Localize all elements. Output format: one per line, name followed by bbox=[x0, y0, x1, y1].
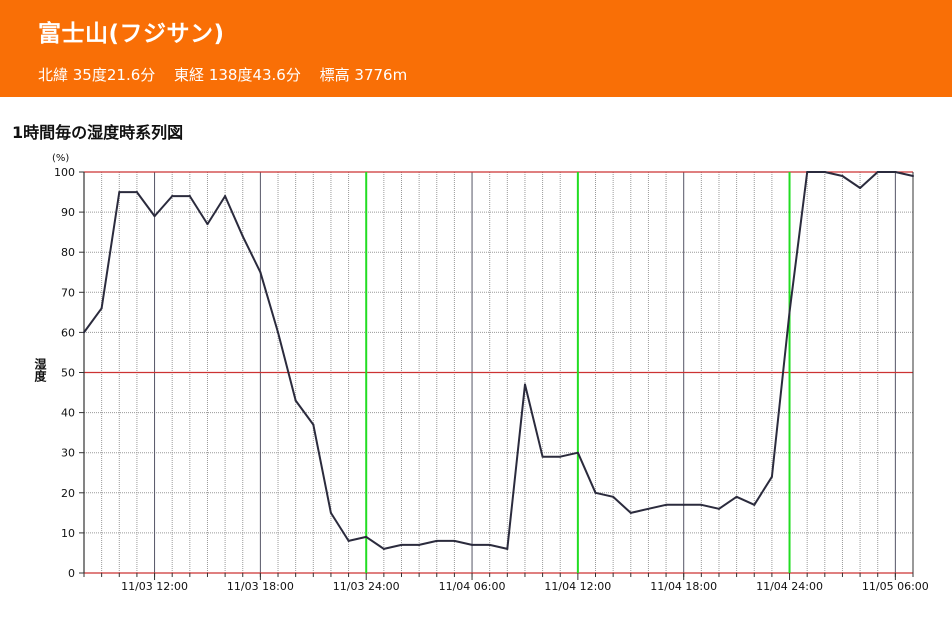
data-point bbox=[206, 223, 209, 226]
data-point bbox=[188, 195, 191, 198]
data-point bbox=[576, 451, 579, 454]
y-tick-label: 20 bbox=[61, 487, 75, 500]
y-tick-label: 90 bbox=[61, 206, 75, 219]
y-tick-label: 100 bbox=[54, 166, 75, 179]
data-point bbox=[241, 235, 244, 238]
x-tick-label: 11/04 12:00 bbox=[544, 580, 611, 593]
data-point bbox=[347, 539, 350, 542]
data-point bbox=[171, 195, 174, 198]
data-point bbox=[118, 191, 121, 194]
station-header: 富士山(フジサン) 北緯 35度21.6分 東経 138度43.6分 標高 37… bbox=[0, 0, 952, 97]
data-point bbox=[400, 543, 403, 546]
data-point bbox=[277, 331, 280, 334]
y-tick-label: 60 bbox=[61, 326, 75, 339]
y-axis-unit: (%) bbox=[52, 153, 69, 164]
x-tick-label: 11/05 06:00 bbox=[862, 580, 929, 593]
data-point bbox=[312, 423, 315, 426]
data-point bbox=[135, 191, 138, 194]
data-point bbox=[788, 311, 791, 314]
data-point bbox=[912, 175, 914, 178]
data-point bbox=[100, 307, 103, 310]
data-point bbox=[894, 171, 897, 173]
data-point bbox=[329, 511, 332, 514]
data-point bbox=[770, 475, 773, 478]
data-point bbox=[153, 215, 156, 218]
data-point bbox=[435, 539, 438, 542]
data-point bbox=[453, 539, 456, 542]
data-point bbox=[629, 511, 632, 514]
data-point bbox=[488, 543, 491, 546]
data-point bbox=[506, 547, 509, 550]
data-point bbox=[841, 175, 844, 178]
y-tick-label: 10 bbox=[61, 527, 75, 540]
x-tick-label: 11/03 24:00 bbox=[333, 580, 400, 593]
axes bbox=[79, 171, 914, 580]
day-boundary-lines bbox=[365, 172, 791, 573]
data-point bbox=[753, 503, 756, 506]
data-point bbox=[612, 495, 615, 498]
x-tick-label: 11/04 18:00 bbox=[650, 580, 717, 593]
data-point bbox=[700, 503, 703, 506]
humidity-series-line bbox=[83, 171, 914, 550]
data-point bbox=[735, 495, 738, 498]
data-point bbox=[523, 383, 526, 386]
x-tick-label: 11/03 18:00 bbox=[227, 580, 294, 593]
y-axis-label: 湿度 bbox=[33, 357, 47, 383]
data-point bbox=[876, 171, 879, 173]
data-point bbox=[83, 331, 85, 334]
station-coordinates: 北緯 35度21.6分 東経 138度43.6分 標高 3776m bbox=[38, 64, 421, 85]
data-point bbox=[259, 271, 262, 274]
y-tick-label: 50 bbox=[61, 367, 75, 380]
data-point bbox=[294, 399, 297, 402]
longitude: 東経 138度43.6分 bbox=[174, 66, 301, 84]
station-name: 富士山(フジサン) bbox=[38, 21, 225, 47]
data-point bbox=[859, 187, 862, 190]
latitude: 北緯 35度21.6分 bbox=[38, 66, 156, 84]
data-point bbox=[665, 503, 668, 506]
data-point bbox=[806, 171, 809, 173]
minor-gridlines bbox=[84, 172, 914, 573]
elevation: 標高 3776m bbox=[319, 66, 408, 84]
y-tick-label: 30 bbox=[61, 447, 75, 460]
major-gridlines bbox=[84, 171, 913, 574]
data-point bbox=[717, 507, 720, 510]
x-tick-label: 11/04 06:00 bbox=[439, 580, 506, 593]
x-tick-label: 11/04 24:00 bbox=[756, 580, 823, 593]
tick-labels: 0 10 20 30 40 50 60 70 80 90 100 11/03 12:00 11/03 1… bbox=[54, 166, 929, 593]
y-tick-label: 70 bbox=[61, 286, 75, 299]
data-point bbox=[365, 535, 368, 538]
data-point bbox=[594, 491, 597, 494]
y-tick-label: 0 bbox=[68, 567, 75, 580]
data-point bbox=[682, 503, 685, 506]
data-point bbox=[418, 543, 421, 546]
series-line-group bbox=[83, 171, 914, 550]
data-point bbox=[823, 171, 826, 173]
y-tick-label: 40 bbox=[61, 407, 75, 420]
data-point bbox=[559, 455, 562, 458]
data-point bbox=[224, 195, 227, 198]
data-point bbox=[382, 547, 385, 550]
data-point bbox=[471, 543, 474, 546]
x-tick-label: 11/03 12:00 bbox=[121, 580, 188, 593]
y-tick-label: 80 bbox=[61, 246, 75, 259]
chart-heading: 1時間毎の湿度時系列図 bbox=[12, 123, 184, 142]
data-point bbox=[541, 455, 544, 458]
data-point bbox=[647, 507, 650, 510]
